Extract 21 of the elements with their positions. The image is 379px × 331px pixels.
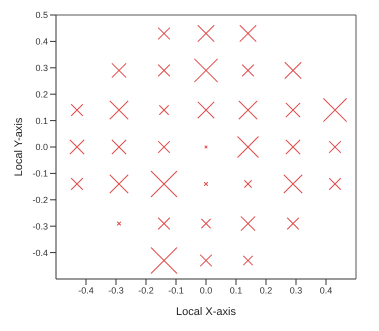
y-axis-title: Local Y-axis [12,117,25,176]
x-tick-label: 0.1 [230,285,242,296]
y-tick-label: -0.4 [32,248,48,258]
y-tick-label: 0.1 [35,116,48,126]
y-tick-label: 0.2 [35,89,48,100]
y-tick-label: -0.2 [32,194,48,205]
y-tick-label: 0.4 [35,36,48,47]
x-tick-label: -0.1 [168,285,184,296]
x-tick-label: 0.4 [320,285,332,296]
x-tick-label: -0.4 [78,285,94,296]
y-tick-label: 0.5 [35,10,48,20]
x-tick-label: 0.0 [200,285,212,296]
y-tick-label: -0.1 [32,168,48,179]
y-tick-label: 0.3 [35,62,48,73]
x-tick-label: 0.2 [260,285,272,296]
y-tick-label: 0.0 [35,142,48,152]
x-tick-label: -0.3 [108,285,124,296]
x-tick-label: -0.2 [138,285,154,296]
x-tick-label: 0.3 [290,285,302,296]
y-tick-label: -0.3 [32,221,48,232]
x-axis-title: Local X-axis [176,306,236,318]
